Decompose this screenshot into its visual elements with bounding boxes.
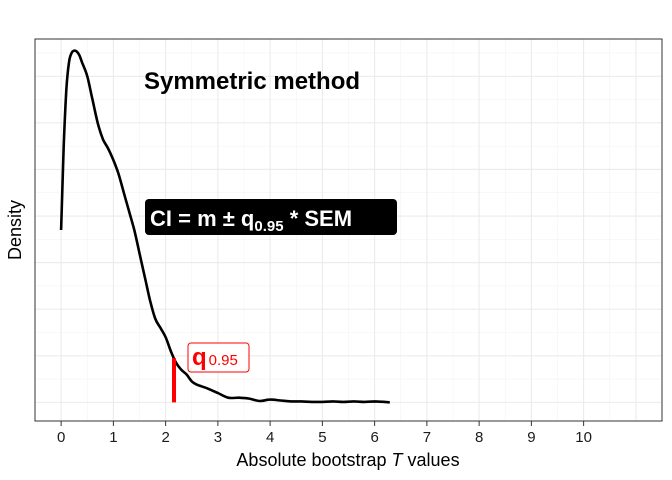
formula-label-box (145, 199, 397, 235)
x-tick-label: 7 (423, 429, 431, 446)
x-tick-label: 9 (527, 429, 535, 446)
formula-text-main: CI = m ± q (150, 206, 254, 231)
x-tick-label: 6 (370, 429, 378, 446)
x-tick-label: 10 (575, 429, 592, 446)
density-curve (59, 49, 390, 404)
chart-title: Symmetric method (144, 68, 360, 95)
x-tick-label: 3 (214, 429, 222, 446)
x-tick-label: 1 (109, 429, 117, 446)
x-axis-ticks: 0 1 2 3 4 5 6 7 8 9 10 (57, 421, 592, 446)
x-axis-title: Absolute bootstrap T values (236, 450, 459, 470)
x-tick-label: 8 (475, 429, 483, 446)
q95-label-box (187, 342, 250, 373)
x-tick-label: 0 (57, 429, 65, 446)
critical-value-line (172, 358, 176, 403)
x-tick-label: 4 (266, 429, 274, 446)
panel-border (34, 38, 663, 422)
y-axis-title: Density (5, 200, 25, 260)
x-axis-title-italic: T (392, 450, 405, 470)
formula-text-subscript: 0.95 (254, 218, 283, 235)
formula-text-tail: * SEM (284, 206, 352, 231)
q95-label: q 0.95 (187, 342, 250, 373)
svg-text:q0.95: q 0.95 (192, 344, 238, 371)
formula-label: CI = m ± q0.95 * SEM (145, 199, 397, 235)
x-tick-label: 2 (161, 429, 169, 446)
q95-label-subscript: 0.95 (209, 352, 238, 369)
q95-label-main: q (192, 344, 207, 371)
svg-text:CI = m ± q0.95 * SEM: CI = m ± q0.95 * SEM (150, 206, 352, 235)
x-tick-label: 5 (318, 429, 326, 446)
